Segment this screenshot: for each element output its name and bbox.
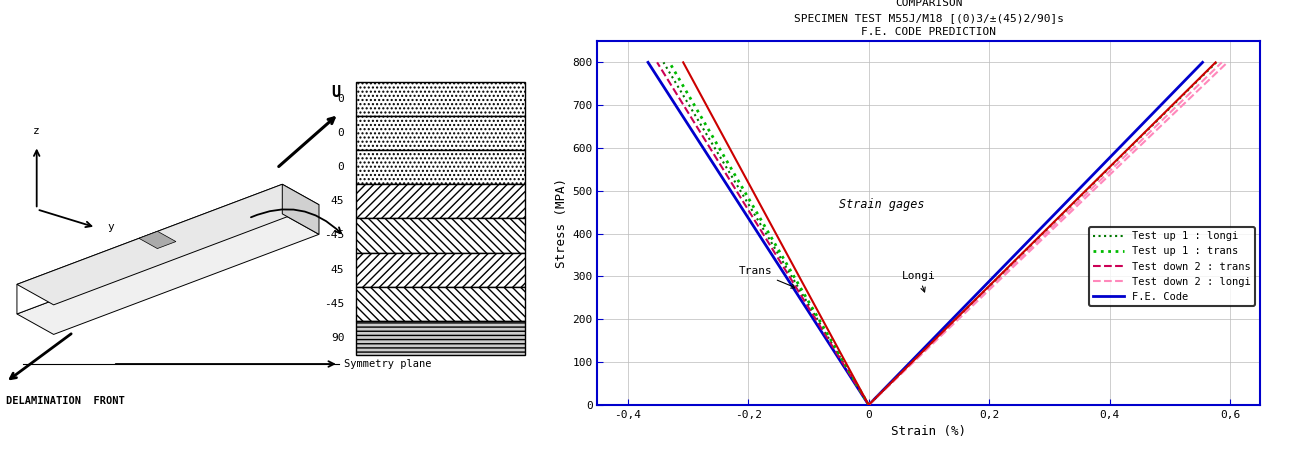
- Text: 0: 0: [337, 162, 344, 172]
- Text: Trans: Trans: [739, 266, 796, 288]
- Polygon shape: [17, 184, 282, 314]
- Polygon shape: [17, 184, 319, 305]
- Polygon shape: [282, 184, 319, 234]
- Text: Symmetry plane: Symmetry plane: [344, 359, 432, 369]
- Bar: [356, 184, 525, 218]
- Y-axis label: Stress (MPA): Stress (MPA): [555, 178, 569, 268]
- Text: -45: -45: [324, 231, 344, 240]
- Text: 0: 0: [337, 128, 344, 138]
- Text: U: U: [331, 85, 340, 100]
- Bar: [356, 321, 525, 355]
- X-axis label: Strain (%): Strain (%): [892, 425, 966, 438]
- Bar: [356, 116, 525, 150]
- Text: DELAMINATION  FRONT: DELAMINATION FRONT: [5, 396, 125, 406]
- Polygon shape: [139, 231, 176, 248]
- Bar: [356, 82, 525, 116]
- Bar: [356, 253, 525, 287]
- Text: 90: 90: [331, 333, 344, 343]
- Polygon shape: [17, 214, 319, 334]
- Text: 0: 0: [337, 94, 344, 104]
- Text: 45: 45: [331, 197, 344, 206]
- Bar: [356, 287, 525, 321]
- Text: Longi: Longi: [902, 271, 936, 292]
- Legend: Test up 1 : longi, Test up 1 : trans, Test down 2 : trans, Test down 2 : longi, : Test up 1 : longi, Test up 1 : trans, Te…: [1088, 227, 1255, 306]
- Text: y: y: [108, 222, 114, 233]
- Text: 45: 45: [331, 265, 344, 274]
- Text: -45: -45: [324, 299, 344, 308]
- Bar: [356, 150, 525, 184]
- Text: Strain gages: Strain gages: [839, 198, 924, 211]
- Bar: [356, 218, 525, 253]
- Title: COMPARISON
SPECIMEN TEST M55J/M18 [(0)3/±(45)2/90]s
F.E. CODE PREDICTION: COMPARISON SPECIMEN TEST M55J/M18 [(0)3/…: [794, 0, 1064, 37]
- Text: z: z: [33, 126, 41, 136]
